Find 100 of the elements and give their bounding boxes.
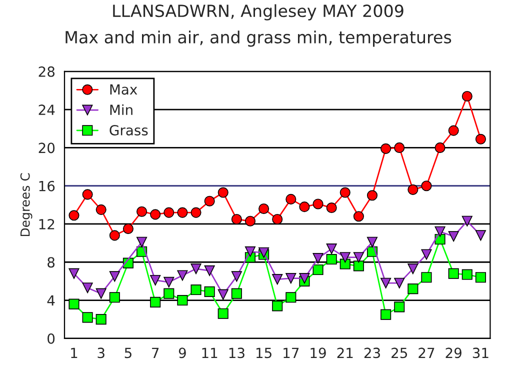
x-tick-label: 19 bbox=[310, 348, 326, 358]
point bbox=[448, 125, 459, 136]
y-tick-label: 8 bbox=[48, 257, 55, 268]
point bbox=[136, 236, 148, 248]
y-tick-label: 0 bbox=[48, 333, 55, 344]
point bbox=[231, 288, 242, 299]
point bbox=[190, 264, 202, 274]
point bbox=[244, 216, 256, 226]
x-tick-label: 21 bbox=[337, 348, 353, 358]
point bbox=[68, 210, 80, 221]
point bbox=[150, 296, 161, 308]
point bbox=[136, 206, 148, 217]
point bbox=[340, 258, 350, 270]
point bbox=[272, 274, 283, 285]
point bbox=[204, 196, 215, 206]
point bbox=[109, 271, 120, 282]
point bbox=[421, 180, 432, 192]
x-tick-label: 9 bbox=[178, 348, 186, 358]
point bbox=[366, 190, 378, 201]
y-tick-label: 4 bbox=[47, 295, 55, 306]
point bbox=[434, 142, 446, 153]
point bbox=[380, 309, 392, 320]
y-tick-label: 28 bbox=[38, 66, 55, 77]
point bbox=[109, 292, 120, 303]
point bbox=[353, 260, 364, 272]
point bbox=[366, 236, 378, 248]
point bbox=[258, 203, 270, 214]
x-tick-label: 27 bbox=[418, 348, 434, 358]
point bbox=[475, 134, 486, 144]
x-tick-label: 7 bbox=[152, 348, 159, 358]
point bbox=[394, 302, 405, 312]
point bbox=[244, 246, 256, 257]
point bbox=[462, 90, 472, 102]
point bbox=[286, 292, 296, 303]
point bbox=[380, 278, 392, 288]
point bbox=[326, 243, 337, 254]
point bbox=[353, 211, 364, 222]
legend-label: Grass bbox=[110, 124, 148, 136]
point bbox=[122, 223, 134, 234]
x-tick-label: 3 bbox=[98, 348, 104, 358]
x-tick-label: 29 bbox=[446, 348, 462, 358]
x-tick-label: 25 bbox=[392, 348, 407, 358]
point bbox=[475, 230, 486, 241]
point bbox=[164, 207, 174, 218]
y-axis-title: Degrees C bbox=[20, 173, 32, 236]
point bbox=[68, 268, 80, 279]
point bbox=[312, 253, 324, 264]
point bbox=[177, 294, 188, 306]
point bbox=[286, 194, 296, 204]
point bbox=[190, 207, 202, 218]
point bbox=[394, 278, 405, 288]
chart-subtitle: Max and min air, and grass min, temperatures bbox=[66, 30, 452, 47]
point bbox=[109, 230, 120, 241]
point bbox=[82, 189, 93, 200]
point bbox=[462, 216, 472, 226]
point bbox=[326, 254, 337, 265]
y-tick-label: 20 bbox=[38, 142, 55, 154]
point bbox=[150, 209, 161, 220]
x-tick-label: 13 bbox=[229, 348, 244, 358]
point bbox=[190, 284, 202, 296]
point bbox=[96, 204, 106, 215]
y-tick-label: 16 bbox=[39, 180, 55, 192]
x-tick-label: 15 bbox=[256, 348, 272, 358]
y-tick-label: 12 bbox=[39, 218, 54, 230]
point bbox=[96, 288, 106, 299]
point bbox=[68, 298, 80, 310]
point bbox=[353, 252, 364, 263]
point bbox=[448, 268, 459, 279]
x-tick-label: 1 bbox=[71, 348, 78, 358]
point bbox=[421, 272, 432, 283]
x-tick-label: 17 bbox=[284, 348, 299, 358]
chart-title: LLANSADWRN, Anglesey MAY 2009 bbox=[113, 4, 404, 20]
point bbox=[218, 187, 228, 198]
point bbox=[204, 286, 215, 297]
point bbox=[272, 214, 283, 224]
legend-label: Max bbox=[110, 84, 138, 95]
point bbox=[177, 270, 188, 281]
point bbox=[96, 314, 106, 325]
point bbox=[164, 288, 174, 299]
point bbox=[231, 271, 242, 282]
point bbox=[380, 143, 392, 154]
point bbox=[299, 202, 310, 212]
point bbox=[218, 308, 228, 319]
y-tick-label: 24 bbox=[38, 104, 55, 115]
point bbox=[204, 265, 215, 276]
point bbox=[340, 252, 350, 263]
point bbox=[448, 231, 459, 242]
point bbox=[462, 269, 472, 280]
point bbox=[82, 312, 93, 323]
point bbox=[475, 272, 486, 283]
point bbox=[299, 273, 310, 284]
point bbox=[150, 274, 161, 286]
point bbox=[286, 273, 296, 284]
x-tick-label: 31 bbox=[472, 348, 488, 358]
point bbox=[421, 249, 432, 260]
point bbox=[82, 282, 93, 294]
point bbox=[326, 202, 337, 214]
x-tick-label: 5 bbox=[124, 348, 132, 358]
x-tick-label: 11 bbox=[202, 348, 218, 358]
point bbox=[177, 207, 188, 218]
